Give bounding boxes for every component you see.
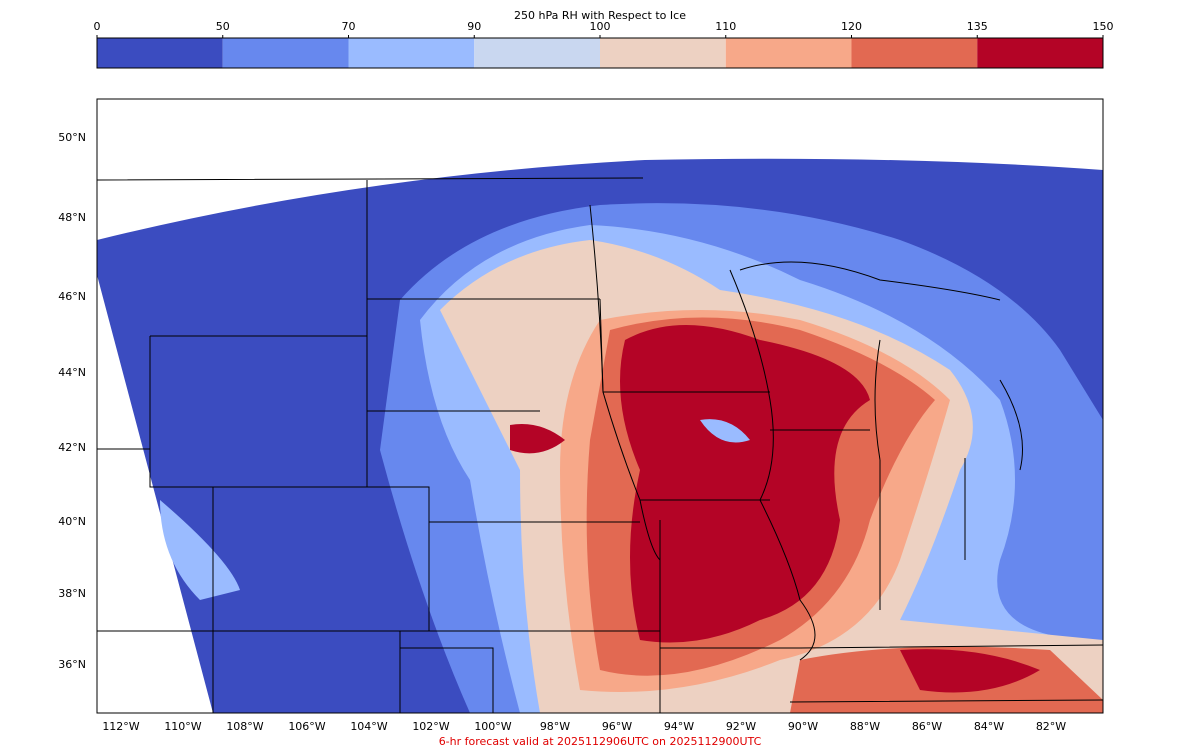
- lat-label: 44°N: [58, 366, 86, 379]
- colorbar-tick-label: 0: [94, 20, 101, 33]
- lat-label: 48°N: [58, 211, 86, 224]
- field-135: [900, 649, 1040, 693]
- lon-label: 112°W: [102, 720, 139, 733]
- lon-label: 94°W: [664, 720, 694, 733]
- lat-label: 46°N: [58, 290, 86, 303]
- colorbar-segment: [600, 38, 726, 68]
- field-70: [160, 500, 240, 600]
- footer: 6-hr forecast valid at 2025112906UTC on …: [439, 735, 762, 748]
- lon-label: 88°W: [850, 720, 880, 733]
- field-135: [620, 325, 870, 643]
- lon-label: 110°W: [164, 720, 201, 733]
- colorbar: 0 50 70 90 100 110 120 135 150: [94, 20, 1114, 68]
- colorbar-tick-label: 50: [216, 20, 230, 33]
- colorbar-tick-label: 135: [967, 20, 988, 33]
- field-135: [510, 424, 565, 454]
- colorbar-tick-label: 100: [590, 20, 611, 33]
- lon-label: 100°W: [474, 720, 511, 733]
- lon-label: 84°W: [974, 720, 1004, 733]
- lat-label: 38°N: [58, 587, 86, 600]
- colorbar-tick-label: 110: [715, 20, 736, 33]
- lon-label: 98°W: [540, 720, 570, 733]
- colorbar-tick-label: 150: [1093, 20, 1114, 33]
- map-frame: [96, 98, 1104, 714]
- lon-label: 106°W: [288, 720, 325, 733]
- colorbar-segment: [348, 38, 475, 68]
- axis-labels: 50°N 48°N 46°N 44°N 42°N 40°N 38°N 36°N 112°W 110…: [58, 131, 1066, 733]
- colorbar-segment: [474, 38, 600, 68]
- colorbar-frame: [96, 37, 1104, 69]
- colorbar-tick-label: 70: [342, 20, 356, 33]
- boundaries: [97, 177, 1103, 713]
- forecast-field: [97, 158, 1103, 713]
- field-70: [700, 419, 750, 443]
- colorbar-tick-label: 90: [467, 20, 481, 33]
- lon-label: 96°W: [602, 720, 632, 733]
- lon-label: 82°W: [1036, 720, 1066, 733]
- lat-label: 40°N: [58, 515, 86, 528]
- colorbar-segment: [851, 38, 978, 68]
- colorbar-segment: [977, 38, 1103, 68]
- lon-label: 86°W: [912, 720, 942, 733]
- lon-label: 104°W: [350, 720, 387, 733]
- lat-label: 50°N: [58, 131, 86, 144]
- lon-label: 108°W: [226, 720, 263, 733]
- colorbar-tick-label: 120: [841, 20, 862, 33]
- colorbar-segment: [97, 38, 223, 68]
- lon-label: 102°W: [412, 720, 449, 733]
- lon-label: 90°W: [788, 720, 818, 733]
- lon-label: 92°W: [726, 720, 756, 733]
- colorbar-segment: [222, 38, 349, 68]
- lat-label: 36°N: [58, 658, 86, 671]
- colorbar-segment: [725, 38, 852, 68]
- lat-label: 42°N: [58, 441, 86, 454]
- colorbar-title: 250 hPa RH with Respect to Ice: [514, 9, 686, 22]
